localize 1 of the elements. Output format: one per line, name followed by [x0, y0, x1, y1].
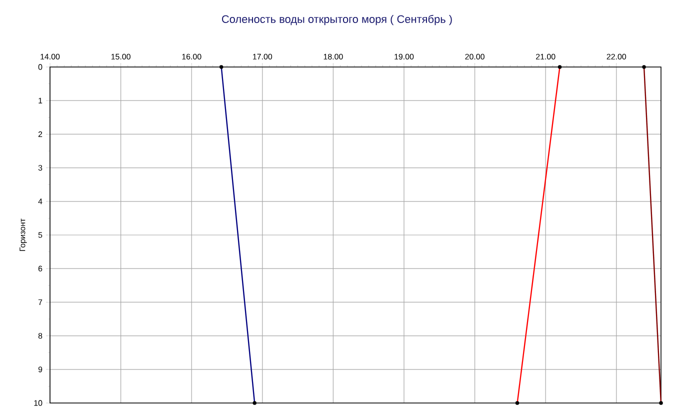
chart-title: Соленость воды открытого моря ( Сентябрь ): [222, 14, 452, 26]
